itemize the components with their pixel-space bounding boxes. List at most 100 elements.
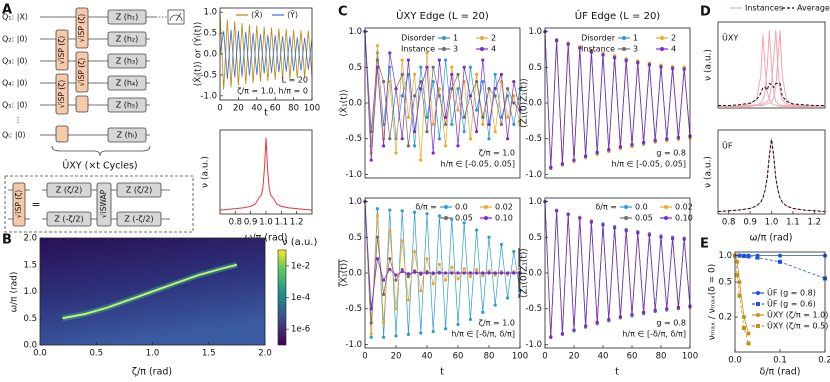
- legend-marker: [442, 47, 446, 51]
- gate-label: Z (ζ/2): [126, 186, 152, 195]
- legend-marker: [484, 205, 488, 209]
- x-tick-label: 0.2: [818, 356, 830, 366]
- marker: [499, 72, 503, 77]
- legend-marker: [624, 205, 628, 209]
- y-axis-label: ν (a.u.): [704, 156, 714, 188]
- isp-gate: [75, 51, 89, 93]
- isp-gate: [55, 29, 69, 71]
- marker: [413, 129, 417, 134]
- isp-gate: [55, 73, 69, 115]
- x-tick-label: 20: [391, 352, 402, 362]
- isp-gate: [75, 7, 89, 49]
- annotation: ζ/π = 1.0, h/π = 0: [237, 87, 308, 96]
- marker: [413, 270, 417, 274]
- legend-label: ⟨Ŷ⟩: [287, 9, 298, 20]
- legend-marker: [664, 216, 668, 220]
- marker: [584, 324, 588, 328]
- marker: [444, 271, 448, 275]
- isp-label: √iSP (ζ): [57, 80, 66, 109]
- marker: [425, 115, 429, 119]
- legend-label: 0.05: [455, 214, 473, 223]
- marker: [682, 67, 686, 72]
- marker: [369, 335, 373, 339]
- marker: [437, 214, 441, 218]
- marker: [578, 216, 582, 220]
- y-tick-label: 1.0: [348, 27, 362, 37]
- marker: [468, 317, 472, 322]
- legend-label: Average: [797, 4, 830, 13]
- z-gate: [116, 182, 162, 198]
- marker: [659, 235, 663, 239]
- marker: [456, 277, 460, 281]
- marker: [406, 144, 410, 148]
- x-tick-label: 1.1: [275, 218, 289, 228]
- series-line: [734, 255, 749, 334]
- panel-label: B: [2, 233, 12, 248]
- legend-label: ÛF (g = 0.8): [767, 287, 816, 298]
- marker: [499, 122, 503, 127]
- gate-label: Z (h₄): [116, 79, 139, 88]
- marker: [468, 274, 472, 279]
- marker: [437, 87, 441, 91]
- series-line: [718, 30, 825, 107]
- series-line: [364, 31, 521, 146]
- marker: [512, 271, 516, 275]
- legend-marker: [624, 216, 628, 220]
- legend-title: Instance: [581, 45, 615, 54]
- z-gate: [107, 97, 147, 113]
- marker: [394, 334, 398, 338]
- marker: [431, 329, 435, 334]
- x-tick-label: 20: [569, 352, 580, 362]
- isp-label: √iSP (ζ): [77, 14, 86, 43]
- equals: =: [31, 198, 40, 211]
- marker: [572, 158, 576, 162]
- annotation: ζ/π = 1.0: [479, 319, 515, 328]
- x-tick-label: 60: [627, 352, 638, 362]
- x-tick-label: 0.9: [244, 218, 258, 228]
- marker: [369, 158, 373, 162]
- x-tick-label: 0.0: [728, 356, 742, 366]
- marker: [406, 298, 410, 302]
- annotation: ÛXY: [722, 32, 738, 43]
- legend-marker: [756, 291, 760, 295]
- marker: [431, 271, 435, 275]
- z-gate: [46, 211, 92, 227]
- plot-frame: [717, 21, 826, 109]
- y-tick-label: 0.5: [203, 29, 217, 39]
- x-tick-label: 1.2: [808, 218, 822, 228]
- marker: [456, 87, 460, 91]
- y-tick-label: 1.0: [348, 197, 362, 207]
- series-line: [219, 29, 313, 80]
- chart-title: ÛXY Edge (L = 20): [396, 9, 489, 22]
- marker: [595, 150, 599, 154]
- marker: [468, 137, 472, 141]
- legend-label: 0.0: [635, 203, 648, 212]
- marker: [566, 212, 570, 217]
- legend-marker: [480, 36, 484, 40]
- x-axis-label: δ/π (rad): [760, 367, 801, 378]
- marker: [512, 122, 516, 127]
- z-gate: [107, 127, 147, 143]
- legend-label: 2: [491, 34, 496, 43]
- colorbar: [277, 249, 287, 346]
- z-gate: [107, 53, 147, 69]
- x-tick-label: 0: [542, 352, 547, 362]
- marker: [746, 331, 751, 336]
- x-tick-label: 0.8: [229, 218, 243, 228]
- isp-label: √iSP (ζ): [77, 58, 86, 87]
- x-tick-label: 1.1: [786, 218, 800, 228]
- y-tick-label: 0.0: [348, 99, 362, 109]
- legend-title: Instance: [401, 45, 435, 54]
- y-tick-label: 0.5: [528, 233, 542, 243]
- panel-label: E: [700, 237, 709, 252]
- marker: [746, 254, 751, 259]
- marker: [400, 239, 404, 243]
- marker: [735, 273, 740, 278]
- marker: [375, 214, 379, 218]
- isp-label: √iSP (ζ): [14, 190, 23, 219]
- marker: [450, 87, 454, 91]
- marker: [584, 154, 588, 158]
- marker: [642, 310, 646, 314]
- marker: [456, 271, 460, 275]
- marker: [624, 229, 628, 233]
